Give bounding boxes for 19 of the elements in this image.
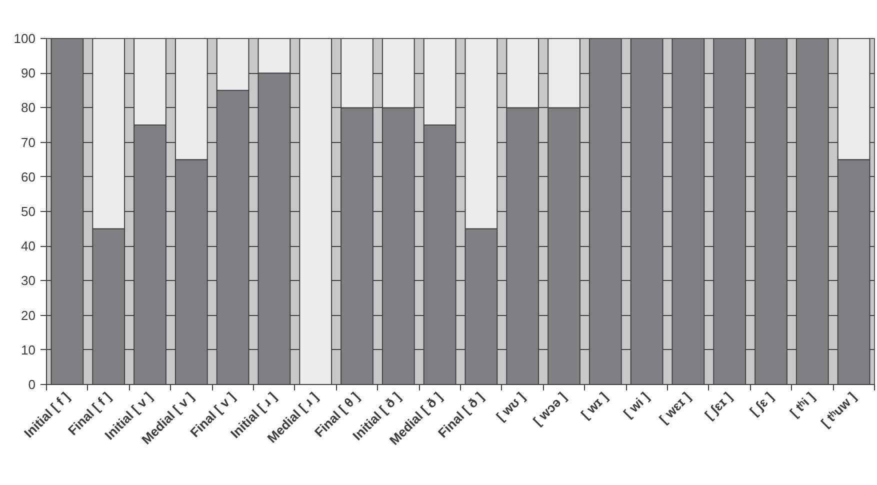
x-tick-label: [ wi ] [620,389,652,421]
x-tick-label: [ wɔə ] [530,389,570,428]
y-tick-label: 90 [21,66,36,81]
x-tick-label: [ ʃɛɪ ] [702,389,735,422]
y-tick-label: 50 [21,204,36,219]
y-tick-label: 40 [21,238,36,254]
y-tick-label: 0 [28,377,36,392]
y-tick-label: 70 [21,134,36,150]
x-tick-label: [ wɛɪ ] [656,389,694,426]
x-tick-label: [ ʃɛ ] [746,389,776,419]
y-tick-label: 80 [21,100,36,116]
y-tick-label: 20 [21,308,36,323]
x-tick-label: [ wɪ ] [578,389,611,422]
x-tick-label: [ wʊ ] [493,389,528,424]
y-tick-label: 60 [21,169,36,184]
y-tick-label: 10 [21,342,36,358]
x-tick-label: [ tʰi ] [786,389,818,420]
y-tick-label: 30 [21,273,36,288]
y-tick-label: 100 [14,31,36,46]
